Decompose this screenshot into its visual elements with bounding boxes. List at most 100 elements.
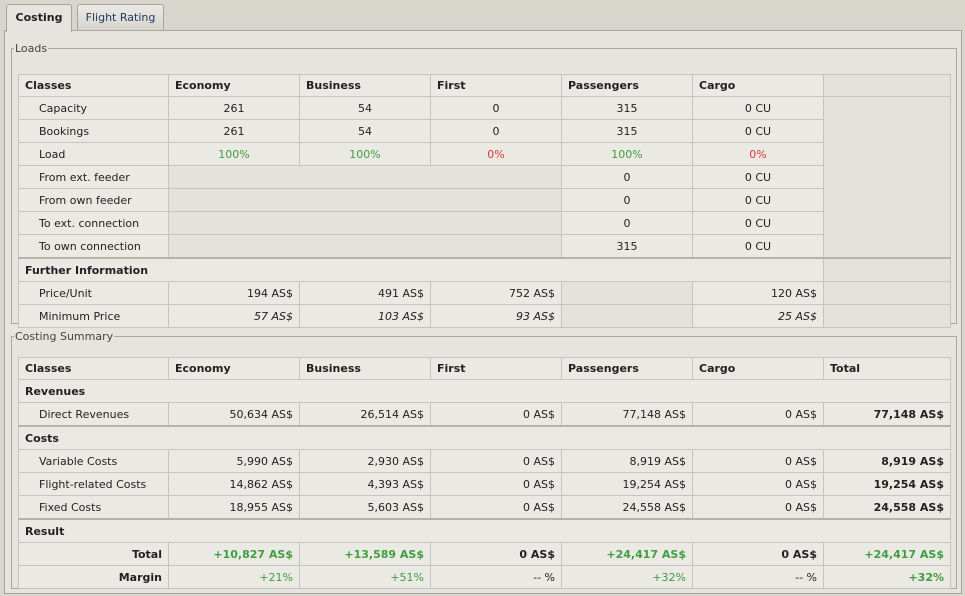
cell-economy: 5,990 AS$ [168, 449, 300, 473]
spacer-cell [823, 304, 951, 328]
cell-cargo: 0 CU [692, 96, 824, 120]
table-row: Fixed Costs 18,955 AS$ 5,603 AS$ 0 AS$ 2… [18, 495, 951, 520]
cell-economy: 194 AS$ [168, 281, 300, 305]
table-row: Margin +21% +51% -- % +32% -- % +32% [18, 565, 951, 589]
cell-economy: 50,634 AS$ [168, 402, 300, 427]
table-row: To own connection 315 0 CU [18, 234, 951, 259]
cell-cargo: 0% [692, 142, 824, 166]
cell-cargo: 0 AS$ [692, 472, 824, 496]
row-label: Flight-related Costs [18, 472, 169, 496]
header-classes: Classes [18, 74, 169, 97]
header-business: Business [299, 74, 431, 97]
table-row: Load 100% 100% 0% 100% 0% [18, 142, 951, 166]
cell-cargo: 0 AS$ [692, 449, 824, 473]
cell-economy: 261 [168, 119, 300, 143]
section-row: Further Information [18, 257, 951, 282]
table-row: Variable Costs 5,990 AS$ 2,930 AS$ 0 AS$… [18, 449, 951, 473]
cell-passengers: 8,919 AS$ [561, 449, 693, 473]
cell-passengers: +32% [561, 565, 693, 589]
cell-passengers: 19,254 AS$ [561, 472, 693, 496]
row-label: Minimum Price [18, 304, 169, 328]
header-cargo: Cargo [692, 74, 824, 97]
cell-economy: 100% [168, 142, 300, 166]
row-label: Variable Costs [18, 449, 169, 473]
cell-first: 0 [430, 96, 562, 120]
cell-first: 0% [430, 142, 562, 166]
cell-business: 103 AS$ [299, 304, 431, 328]
empty-cell [561, 304, 693, 328]
cell-business: +51% [299, 565, 431, 589]
cell-business: 100% [299, 142, 431, 166]
loads-header-row: Classes Economy Business First Passenger… [18, 74, 951, 97]
cell-first: -- % [430, 565, 562, 589]
row-label: From ext. feeder [18, 165, 169, 189]
costing-summary-group: Costing Summary Classes Economy Business… [11, 330, 957, 589]
section-row: Revenues [18, 379, 951, 403]
cell-business: 4,393 AS$ [299, 472, 431, 496]
cell-passengers: +24,417 AS$ [561, 542, 693, 566]
cell-cargo: -- % [692, 565, 824, 589]
cell-business: +13,589 AS$ [299, 542, 431, 566]
cell-business: 5,603 AS$ [299, 495, 431, 520]
cell-first: 752 AS$ [430, 281, 562, 305]
row-label: Total [18, 542, 169, 566]
table-row: Bookings 261 54 0 315 0 CU [18, 119, 951, 143]
cell-business: 54 [299, 96, 431, 120]
header-economy: Economy [168, 357, 300, 380]
row-label: From own feeder [18, 188, 169, 212]
spacer-cell [823, 96, 951, 259]
spacer-cell [823, 257, 951, 282]
cell-cargo: 0 AS$ [692, 495, 824, 520]
table-row: From own feeder 0 0 CU [18, 188, 951, 212]
section-row: Costs [18, 425, 951, 450]
empty-cell [168, 234, 562, 259]
cell-economy: 261 [168, 96, 300, 120]
cell-cargo: 0 CU [692, 188, 824, 212]
cell-cargo: 0 AS$ [692, 542, 824, 566]
revenues-title: Revenues [18, 379, 951, 403]
cell-passengers: 0 [561, 188, 693, 212]
cell-economy: 57 AS$ [168, 304, 300, 328]
spacer-cell [823, 281, 951, 305]
row-label: Fixed Costs [18, 495, 169, 520]
cell-total: 24,558 AS$ [823, 495, 951, 520]
header-total: Total [823, 357, 951, 380]
cell-passengers: 100% [561, 142, 693, 166]
loads-table: Classes Economy Business First Passenger… [18, 74, 951, 328]
table-row: To ext. connection 0 0 CU [18, 211, 951, 235]
cell-cargo: 0 CU [692, 211, 824, 235]
row-label: To own connection [18, 234, 169, 259]
cell-first: 0 AS$ [430, 495, 562, 520]
table-row: Direct Revenues 50,634 AS$ 26,514 AS$ 0 … [18, 402, 951, 427]
costing-panel: Loads Classes Economy Business First Pas… [4, 30, 962, 594]
cell-cargo: 0 CU [692, 119, 824, 143]
cell-first: 0 [430, 119, 562, 143]
empty-cell [168, 165, 562, 189]
header-passengers: Passengers [561, 357, 693, 380]
cell-business: 54 [299, 119, 431, 143]
cell-cargo: 0 CU [692, 165, 824, 189]
cell-cargo: 25 AS$ [692, 304, 824, 328]
row-label: To ext. connection [18, 211, 169, 235]
cell-business: 2,930 AS$ [299, 449, 431, 473]
header-business: Business [299, 357, 431, 380]
empty-cell [168, 188, 562, 212]
tab-flight-rating[interactable]: Flight Rating [77, 4, 164, 30]
cell-total: +24,417 AS$ [823, 542, 951, 566]
cell-passengers: 24,558 AS$ [561, 495, 693, 520]
cell-economy: +10,827 AS$ [168, 542, 300, 566]
empty-cell [561, 281, 693, 305]
section-row: Result [18, 518, 951, 543]
cell-economy: 18,955 AS$ [168, 495, 300, 520]
cell-cargo: 0 CU [692, 234, 824, 259]
cell-economy: +21% [168, 565, 300, 589]
cell-cargo: 120 AS$ [692, 281, 824, 305]
tab-costing[interactable]: Costing [6, 4, 72, 32]
row-label: Price/Unit [18, 281, 169, 305]
result-title: Result [18, 518, 951, 543]
header-spacer [823, 74, 951, 97]
row-label: Direct Revenues [18, 402, 169, 427]
table-row: Capacity 261 54 0 315 0 CU [18, 96, 951, 259]
cell-total: 8,919 AS$ [823, 449, 951, 473]
further-information-title: Further Information [18, 257, 824, 282]
